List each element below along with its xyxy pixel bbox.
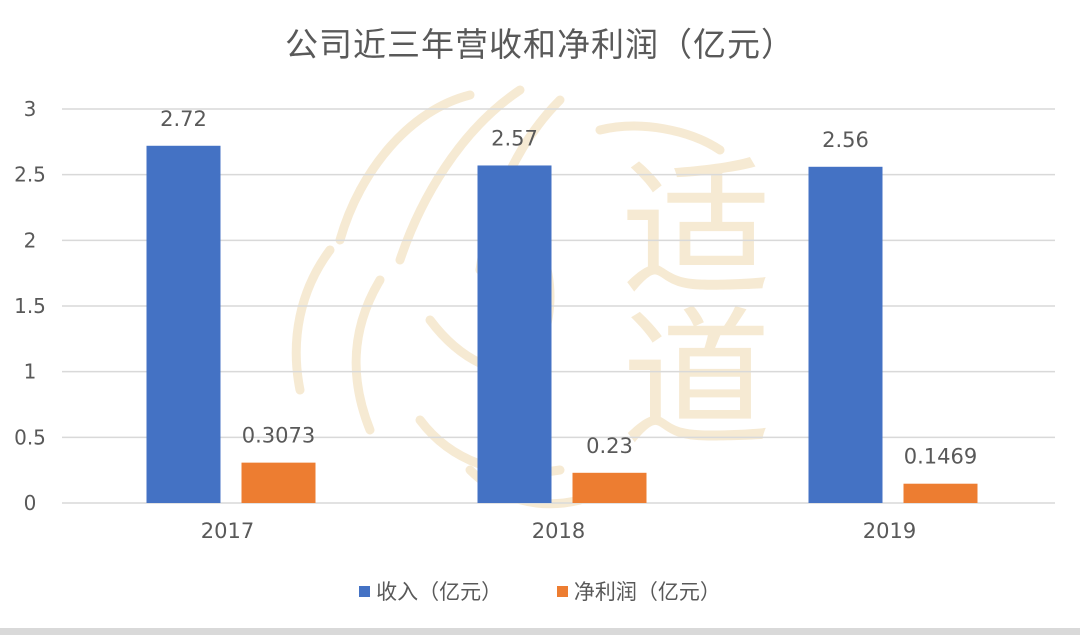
y-tick-label: 3 xyxy=(24,97,37,121)
y-tick-label: 0 xyxy=(24,491,37,515)
y-tick-label: 1 xyxy=(24,360,37,384)
bar-profit-2017 xyxy=(241,462,316,503)
y-tick-label: 1.5 xyxy=(14,294,46,318)
data-label: 2.72 xyxy=(160,107,207,131)
bottom-edge xyxy=(0,628,1080,635)
watermark-text: 适道 xyxy=(596,150,770,450)
x-tick-label: 2018 xyxy=(532,519,585,543)
data-labels: 2.72 0.3073 2.57 0.23 2.56 0.1469 xyxy=(160,107,977,469)
y-tick-label: 2 xyxy=(24,228,37,252)
chart-title: 公司近三年营收和净利润（亿元） xyxy=(285,25,795,64)
bar-revenue-2018 xyxy=(477,165,552,503)
y-tick-label: 0.5 xyxy=(14,425,46,449)
legend-label-revenue: 收入（亿元） xyxy=(376,580,503,604)
legend-swatch-revenue xyxy=(359,585,371,597)
gridlines xyxy=(62,108,1055,504)
bar-revenue-2019 xyxy=(808,166,883,503)
data-label: 0.3073 xyxy=(242,424,315,448)
bars xyxy=(146,145,978,504)
x-tick-label: 2017 xyxy=(201,519,254,543)
legend-label-profit: 净利润（亿元） xyxy=(573,580,721,604)
data-label: 0.23 xyxy=(586,434,633,458)
y-axis: 0 0.5 1 1.5 2 2.5 3 xyxy=(14,97,46,515)
x-tick-label: 2019 xyxy=(863,519,916,543)
data-label: 2.56 xyxy=(822,128,869,152)
legend: 收入（亿元） 净利润（亿元） xyxy=(0,576,1080,606)
data-label: 2.57 xyxy=(491,126,538,150)
bar-profit-2018 xyxy=(572,472,647,503)
bar-revenue-2017 xyxy=(146,145,221,504)
legend-item-profit: 净利润（亿元） xyxy=(556,576,721,606)
legend-swatch-profit xyxy=(556,585,568,597)
bar-profit-2019 xyxy=(903,483,978,503)
y-tick-label: 2.5 xyxy=(14,163,46,187)
data-label: 0.1469 xyxy=(904,445,977,469)
x-axis: 2017 2018 2019 xyxy=(201,519,916,543)
legend-item-revenue: 收入（亿元） xyxy=(359,576,502,606)
